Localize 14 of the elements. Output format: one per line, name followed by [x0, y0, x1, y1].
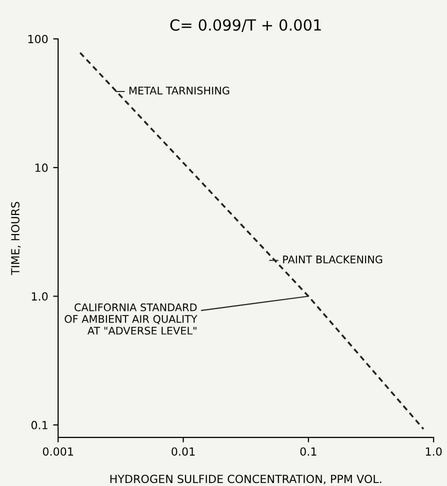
x-tick-label: 0.1 [300, 447, 316, 456]
y-tick-label: 100 [28, 34, 48, 44]
y-tick-label: 10 [35, 164, 48, 172]
x-tick-label: 0.01 [172, 447, 195, 456]
annotation: METAL TARNISHING [130, 86, 230, 95]
y-axis-title: TIME, HOURS [11, 202, 21, 276]
annotation: CALIFORNIA STANDARD OF AMBIENT AIR QUALITY AT "ADVERSE LEVEL" [64, 303, 198, 335]
x-tick-label: 1.0 [426, 447, 442, 456]
x-tick-label: 0.001 [42, 447, 73, 456]
y-tick-label: 0.1 [31, 420, 48, 430]
annotation: PAINT BLACKENING [283, 256, 382, 264]
chart-title: C= 0.099/T + 0.001 [170, 19, 321, 32]
x-axis-title: HYDROGEN SULFIDE CONCENTRATION, PPM VOL. [110, 474, 382, 484]
y-tick-label: 1.0 [32, 292, 48, 301]
